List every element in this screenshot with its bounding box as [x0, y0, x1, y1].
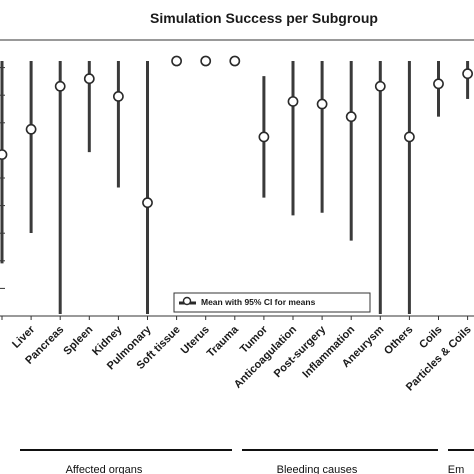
mean-marker-6	[171, 55, 182, 67]
mean-marker-14	[403, 131, 415, 143]
mean-marker-11	[316, 98, 328, 110]
mean-marker-3	[83, 73, 95, 85]
mean-marker-5	[142, 197, 153, 209]
mean-marker-1	[25, 123, 37, 135]
x-tick-label: Trauma	[205, 323, 242, 360]
group-labels: Affected organs Bleeding causes Em	[20, 449, 474, 474]
group-label-2: Em	[448, 464, 465, 474]
legend-box	[173, 292, 371, 313]
mean-marker-13	[374, 80, 386, 92]
legend-entry: Mean with 95% CI for means	[201, 297, 316, 307]
legend-marker-icon	[182, 296, 192, 306]
axis	[0, 39, 474, 320]
x-tick-label: Others	[382, 324, 416, 358]
chart-marks	[0, 55, 473, 314]
mean-marker-10	[287, 96, 299, 107]
group-label-0: Affected organs	[66, 464, 143, 474]
mean-marker-12	[345, 111, 357, 123]
group-label-1: Bleeding causes	[277, 464, 358, 474]
mean-marker-16	[462, 68, 473, 80]
mean-marker-0	[0, 149, 8, 161]
legend: Mean with 95% CI for means	[173, 292, 371, 313]
mean-marker-8	[229, 55, 241, 67]
mean-marker-7	[200, 55, 212, 67]
x-tick-label: Spleen	[61, 323, 95, 357]
chart-title: Simulation Success per Subgroup	[150, 10, 378, 26]
mean-marker-9	[258, 131, 270, 143]
mean-marker-15	[433, 78, 444, 90]
mean-marker-2	[54, 80, 66, 92]
mean-marker-4	[113, 91, 124, 102]
